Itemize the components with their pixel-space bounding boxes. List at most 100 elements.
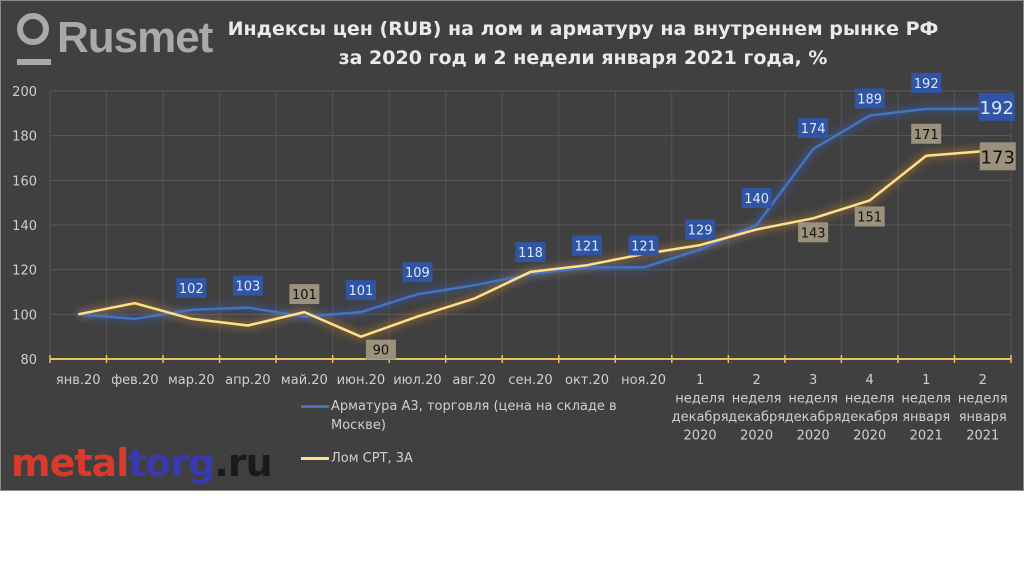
data-label: 173 xyxy=(981,147,1015,168)
data-label-box xyxy=(365,339,396,360)
y-tick-label: 120 xyxy=(12,264,37,279)
data-label-box xyxy=(515,242,546,263)
chart-title: Индексы цен (RUB) на лом и арматуру на в… xyxy=(227,18,939,40)
chart-subtitle: за 2020 год и 2 недели января 2021 года,… xyxy=(338,47,828,69)
x-tick-label: 4 xyxy=(866,373,874,388)
data-label-box xyxy=(854,206,885,227)
data-label-box xyxy=(345,280,376,301)
x-tick-label: мар.20 xyxy=(168,373,215,388)
rusmet-logo-text: Rusmet xyxy=(57,13,213,62)
data-label-box xyxy=(628,235,659,256)
x-tick-label: неделя xyxy=(958,392,1008,407)
y-tick-label: 180 xyxy=(12,130,37,145)
x-tick-label: сен.20 xyxy=(508,373,552,388)
data-label-box xyxy=(854,88,885,109)
legend-item-scrap[interactable]: Лом СРТ, 3А xyxy=(301,449,651,468)
x-tick-label: 2 xyxy=(752,373,760,388)
x-tick-label: 2020 xyxy=(740,429,773,444)
data-label: 118 xyxy=(518,246,543,261)
y-tick-label: 160 xyxy=(12,174,37,189)
data-label: 102 xyxy=(179,282,204,297)
x-tick-label: декабря xyxy=(785,410,842,425)
x-tick-label: декабря xyxy=(841,410,898,425)
x-tick-label: май.20 xyxy=(281,373,328,388)
data-label-box xyxy=(979,142,1016,171)
chart-panel: Rusmet Индексы цен (RUB) на лом и армату… xyxy=(0,0,1024,491)
data-label: 129 xyxy=(688,224,713,239)
data-label: 192 xyxy=(980,98,1014,119)
x-tick-label: 1 xyxy=(922,373,930,388)
y-tick-label: 200 xyxy=(12,85,37,100)
x-tick-label: неделя xyxy=(675,392,725,407)
data-label-box xyxy=(685,219,716,240)
data-label: 143 xyxy=(801,226,826,241)
rusmet-logo-icon xyxy=(15,11,51,65)
data-label-box xyxy=(911,123,942,144)
legend-item-rebar[interactable]: Арматура А3, торговля (цена на складе в … xyxy=(301,397,651,435)
x-tick-label: неделя xyxy=(845,392,895,407)
data-label-box xyxy=(176,277,207,298)
data-label-box xyxy=(741,188,772,208)
data-label: 101 xyxy=(348,284,373,299)
x-tick-label: декабря xyxy=(728,410,785,425)
legend-label: Арматура А3, торговля (цена на складе в … xyxy=(331,399,617,433)
data-label: 90 xyxy=(373,344,390,359)
x-tick-label: 2 xyxy=(979,373,987,388)
data-label-box xyxy=(402,262,433,283)
data-label-box xyxy=(911,72,942,93)
data-label-box xyxy=(572,235,603,256)
x-tick-label: 2020 xyxy=(853,429,886,444)
x-tick-label: неделя xyxy=(901,392,951,407)
x-tick-label: 2021 xyxy=(910,429,943,444)
data-label-box xyxy=(232,275,263,296)
watermark-part: torg xyxy=(128,441,215,485)
x-tick-label: ноя.20 xyxy=(621,373,666,388)
metaltorg-watermark: metaltorg.ru xyxy=(11,441,273,485)
data-label-box xyxy=(978,92,1015,121)
x-tick-label: декабря xyxy=(672,410,729,425)
data-label: 101 xyxy=(292,288,317,303)
legend-swatch xyxy=(301,457,329,460)
data-label: 192 xyxy=(914,77,939,92)
y-tick-label: 80 xyxy=(20,353,37,368)
line-chart: 80 100 120 140 160 180 200 янв.20 фев.20 мар.20 ап… xyxy=(12,72,1016,444)
data-label-box xyxy=(798,222,829,243)
x-tick-label: 2021 xyxy=(966,429,999,444)
data-label: 189 xyxy=(857,93,882,108)
x-tick-label: января xyxy=(902,410,950,425)
chart-title-block: Индексы цен (RUB) на лом и арматуру на в… xyxy=(223,15,943,73)
x-tick-label: 3 xyxy=(809,373,817,388)
data-label-box xyxy=(289,284,320,305)
data-label: 174 xyxy=(801,122,826,137)
x-tick-label: неделя xyxy=(788,392,838,407)
data-label-box xyxy=(798,118,829,139)
data-label: 171 xyxy=(914,128,939,143)
x-tick-label: апр.20 xyxy=(225,373,270,388)
x-tick-label: окт.20 xyxy=(565,373,609,388)
watermark-part: metal xyxy=(11,441,129,485)
watermark-part: .ru xyxy=(214,441,272,485)
x-tick-label: июн.20 xyxy=(337,373,386,388)
x-tick-label: 2020 xyxy=(797,429,830,444)
x-tick-label: фев.20 xyxy=(111,373,158,388)
data-label: 140 xyxy=(744,192,769,207)
x-tick-label: неделя xyxy=(732,392,782,407)
y-tick-label: 100 xyxy=(12,308,37,323)
series-line-rebar xyxy=(78,107,983,321)
x-tick-label: 1 xyxy=(696,373,704,388)
x-tick-label: 2020 xyxy=(684,429,717,444)
data-label: 109 xyxy=(405,266,430,281)
x-tick-label: июл.20 xyxy=(393,373,441,388)
data-label: 103 xyxy=(235,280,260,295)
legend-label: Лом СРТ, 3А xyxy=(331,451,413,466)
x-tick-label: авг.20 xyxy=(452,373,495,388)
legend: Арматура А3, торговля (цена на складе в … xyxy=(301,397,651,482)
data-label: 121 xyxy=(631,239,656,254)
series-line-scrap xyxy=(78,150,983,338)
data-label: 121 xyxy=(575,239,600,254)
legend-swatch xyxy=(301,405,329,408)
data-label: 151 xyxy=(857,210,882,225)
x-tick-label: янв.20 xyxy=(56,373,101,388)
x-tick-label: января xyxy=(959,410,1007,425)
rusmet-logo: Rusmet xyxy=(15,11,213,65)
